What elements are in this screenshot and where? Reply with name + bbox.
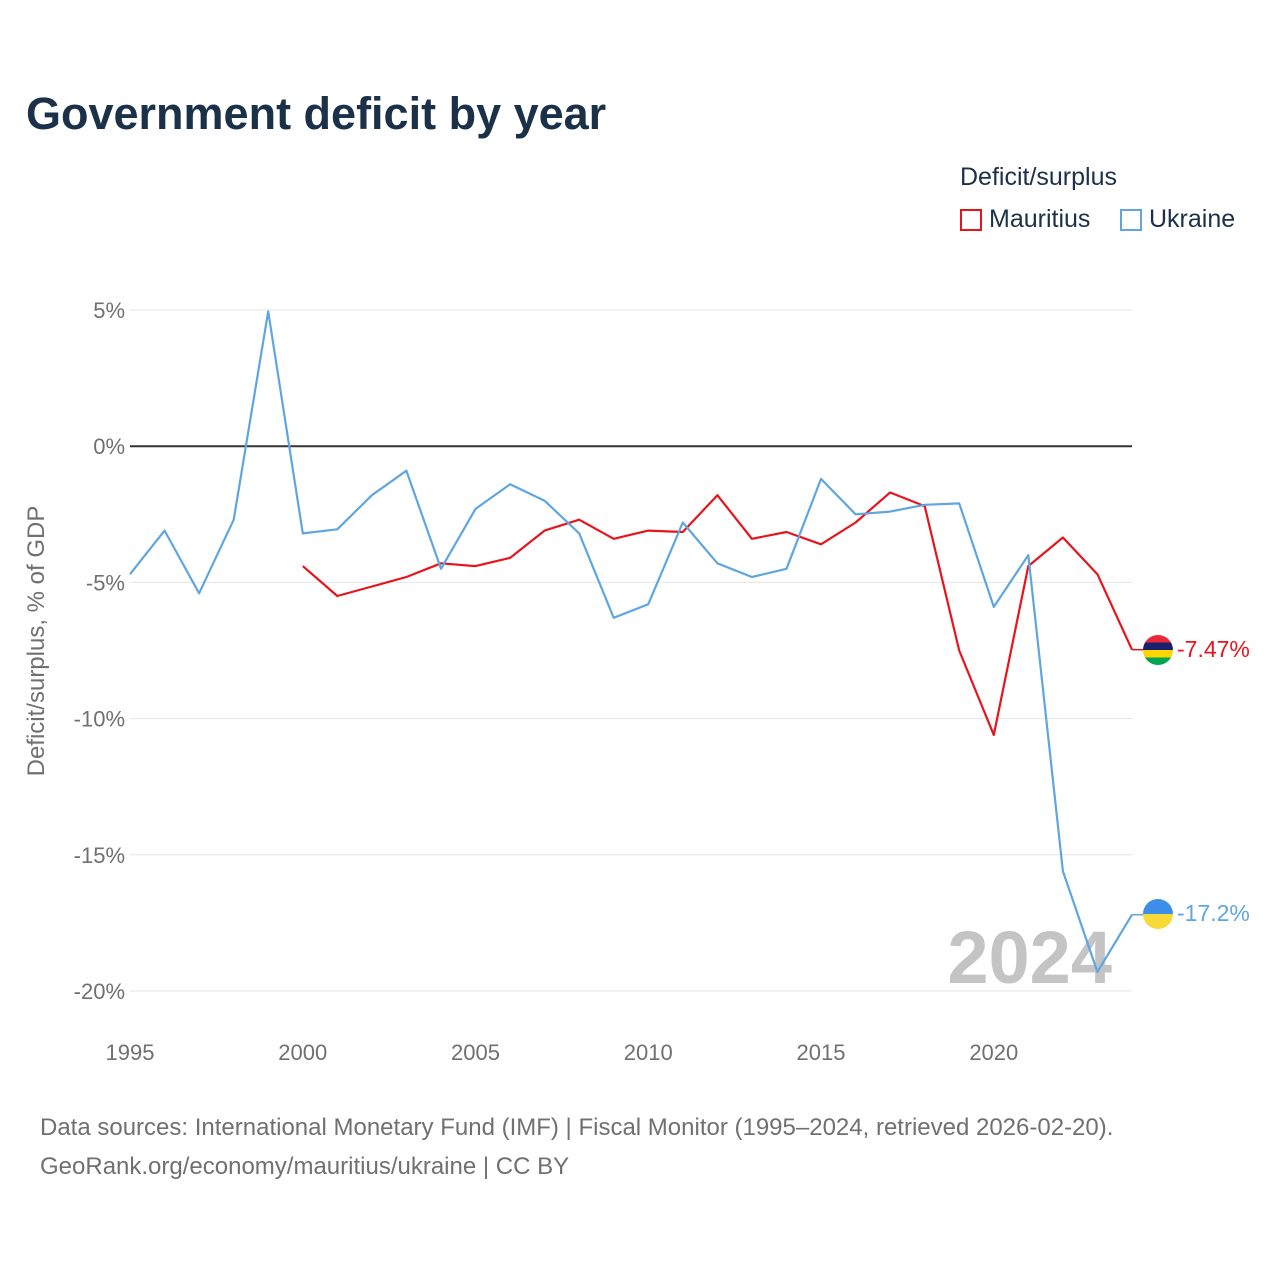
y-tick-label: -10% [74, 707, 125, 732]
x-tick-label: 2020 [969, 1040, 1018, 1065]
y-tick-label: -15% [74, 843, 125, 868]
x-tick-label: 2010 [624, 1040, 673, 1065]
legend-label-mauritius: Mauritius [989, 205, 1091, 233]
series-line-mauritius[interactable] [302, 491, 1133, 737]
year-watermark: 2024 [947, 916, 1112, 999]
x-tick-label: 1995 [106, 1040, 155, 1065]
legend-title: Deficit/surplus [960, 163, 1117, 191]
chart-title: Government deficit by year [26, 88, 607, 139]
source-line-2: GeoRank.org/economy/mauritius/ukraine | … [40, 1153, 570, 1180]
y-tick-label: -20% [74, 979, 125, 1004]
y-tick-label: 0% [93, 434, 125, 459]
y-tick-label: 5% [93, 298, 125, 323]
source-line-1: Data sources: International Monetary Fun… [40, 1114, 1114, 1141]
x-tick-label: 2000 [278, 1040, 327, 1065]
legend-item-ukraine[interactable]: Ukraine [1120, 205, 1235, 234]
legend-swatch-mauritius [960, 208, 982, 231]
y-tick-label: -5% [86, 570, 125, 595]
mauritius-flag [1143, 635, 1173, 665]
y-axis-title: Deficit/surplus, % of GDP [23, 506, 50, 777]
line-chart: 5% 0% -5% -10% -15% -20% 1995 2000 2005 2010 2015… [23, 298, 1250, 1065]
source-note: Data sources: International Monetary Fun… [40, 1108, 1113, 1186]
mauritius-end-label: -7.47% [1177, 636, 1250, 662]
x-tick-label: 2005 [451, 1040, 500, 1065]
legend-item-mauritius[interactable]: Mauritius [960, 205, 1090, 234]
legend-swatch-ukraine [1120, 208, 1142, 231]
series-line-ukraine[interactable] [129, 310, 1133, 974]
x-tick-label: 2015 [797, 1040, 846, 1065]
ukraine-end-label: -17.2% [1177, 900, 1250, 926]
ukraine-flag [1143, 899, 1173, 929]
legend-label-ukraine: Ukraine [1149, 205, 1236, 233]
